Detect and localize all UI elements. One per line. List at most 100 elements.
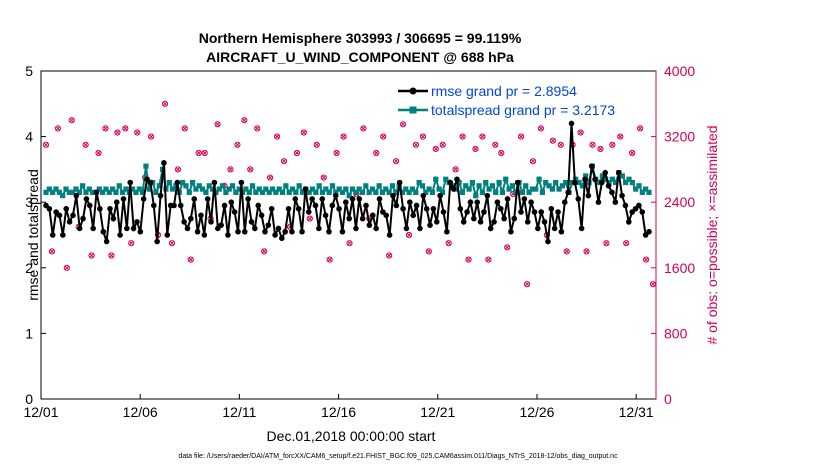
- rmse-point: [511, 215, 518, 222]
- obs-marker: [432, 145, 439, 152]
- obs-marker: [445, 240, 452, 247]
- obs-assimilated-marker: [604, 240, 609, 246]
- obs-assimilated-marker: [440, 142, 446, 148]
- rmse-point: [174, 179, 181, 186]
- obs-assimilated-marker: [122, 126, 128, 131]
- obs-possible-marker: [637, 125, 644, 132]
- spread-point: [473, 193, 479, 199]
- obs-assimilated-marker: [49, 249, 55, 254]
- rmse-point: [551, 225, 558, 232]
- obs-possible-marker: [187, 256, 194, 263]
- rmse-point: [225, 232, 231, 238]
- rmse-point: [538, 209, 545, 215]
- right-tick-label: 2400: [664, 194, 695, 210]
- obs-marker: [63, 264, 70, 271]
- spread-point: [506, 186, 512, 192]
- obs-marker: [195, 149, 202, 157]
- spread-point: [266, 189, 272, 195]
- rmse-point: [474, 199, 480, 205]
- obs-assimilated-marker: [643, 257, 649, 262]
- spread-point: [156, 183, 162, 189]
- plot-area: [41, 71, 656, 399]
- spread-point: [456, 179, 462, 186]
- spread-point: [633, 186, 639, 192]
- spread-point: [536, 176, 542, 182]
- spread-point: [249, 183, 256, 189]
- spread-point: [386, 189, 392, 195]
- rmse-point: [521, 196, 528, 202]
- obs-marker: [128, 240, 135, 247]
- spread-point: [60, 193, 66, 199]
- spread-point: [106, 189, 112, 195]
- obs-assimilated-marker: [241, 117, 247, 123]
- obs-assimilated-marker: [446, 240, 452, 246]
- obs-marker: [273, 133, 281, 140]
- obs-possible-marker: [254, 125, 261, 132]
- rmse-point: [450, 186, 457, 192]
- obs-possible-marker: [523, 281, 531, 288]
- obs-assimilated-marker: [373, 150, 379, 156]
- rmse-point: [339, 228, 346, 235]
- obs-possible-marker: [557, 141, 564, 148]
- rmse-point: [413, 202, 420, 209]
- spread-point: [289, 186, 296, 192]
- obs-possible-marker: [114, 129, 121, 136]
- rmse-point: [514, 179, 521, 186]
- obs-assimilated-marker: [406, 232, 412, 238]
- x-tick-label: 12/31: [619, 404, 654, 420]
- obs-marker: [95, 149, 102, 157]
- rmse-point: [208, 219, 214, 225]
- obs-possible-marker: [380, 133, 387, 140]
- obs-possible-marker: [360, 125, 367, 132]
- rmse-point: [646, 228, 652, 235]
- rmse-point: [497, 205, 504, 212]
- obs-possible-marker: [609, 141, 616, 148]
- obs-possible-marker: [201, 149, 208, 157]
- rmse-point: [504, 196, 511, 202]
- obs-assimilated-marker: [334, 150, 339, 156]
- obs-marker: [419, 133, 426, 140]
- legend-spread-marker: [409, 106, 417, 114]
- spread-point: [643, 186, 649, 192]
- rmse-point: [588, 163, 595, 169]
- chart-title-line2: AIRCRAFT_U_WIND_COMPONENT @ 688 hPa: [206, 49, 514, 65]
- obs-assimilated-marker: [169, 240, 175, 246]
- obs-assimilated-marker: [162, 101, 168, 107]
- obs-possible-marker: [563, 248, 570, 255]
- spread-point: [613, 179, 619, 186]
- spread-point: [463, 183, 469, 189]
- left-tick-label: 1: [25, 325, 33, 341]
- legend-spread-label: totalspread grand pr = 3.2173: [431, 102, 615, 118]
- spread-point: [389, 183, 396, 189]
- rmse-point: [285, 205, 292, 212]
- rmse-point: [70, 212, 76, 219]
- obs-marker: [439, 141, 446, 148]
- obs-assimilated-marker: [466, 257, 471, 262]
- spread-point: [259, 189, 266, 195]
- rmse-point: [369, 212, 376, 219]
- spread-point: [379, 189, 386, 195]
- obs-marker: [393, 158, 400, 165]
- spread-point: [263, 186, 269, 192]
- obs-marker: [603, 240, 610, 247]
- rmse-point: [481, 209, 487, 215]
- rmse-point: [231, 209, 238, 215]
- rmse-point: [110, 215, 117, 222]
- obs-possible-marker: [267, 174, 274, 181]
- obs-marker: [452, 166, 459, 173]
- obs-assimilated-marker: [623, 240, 629, 246]
- obs-marker: [234, 141, 241, 148]
- rmse-point: [241, 228, 248, 235]
- obs-assimilated-marker: [492, 142, 498, 148]
- obs-assimilated-marker: [321, 175, 327, 180]
- obs-possible-marker: [549, 137, 556, 144]
- obs-possible-marker: [373, 149, 380, 157]
- obs-assimilated-marker: [617, 134, 623, 139]
- rmse-point: [157, 192, 164, 199]
- obs-marker: [254, 125, 261, 132]
- spread-point: [243, 186, 249, 192]
- obs-marker: [181, 125, 188, 132]
- spread-point: [369, 186, 376, 192]
- obs-assimilated-marker: [96, 150, 101, 156]
- spread-point: [436, 186, 442, 192]
